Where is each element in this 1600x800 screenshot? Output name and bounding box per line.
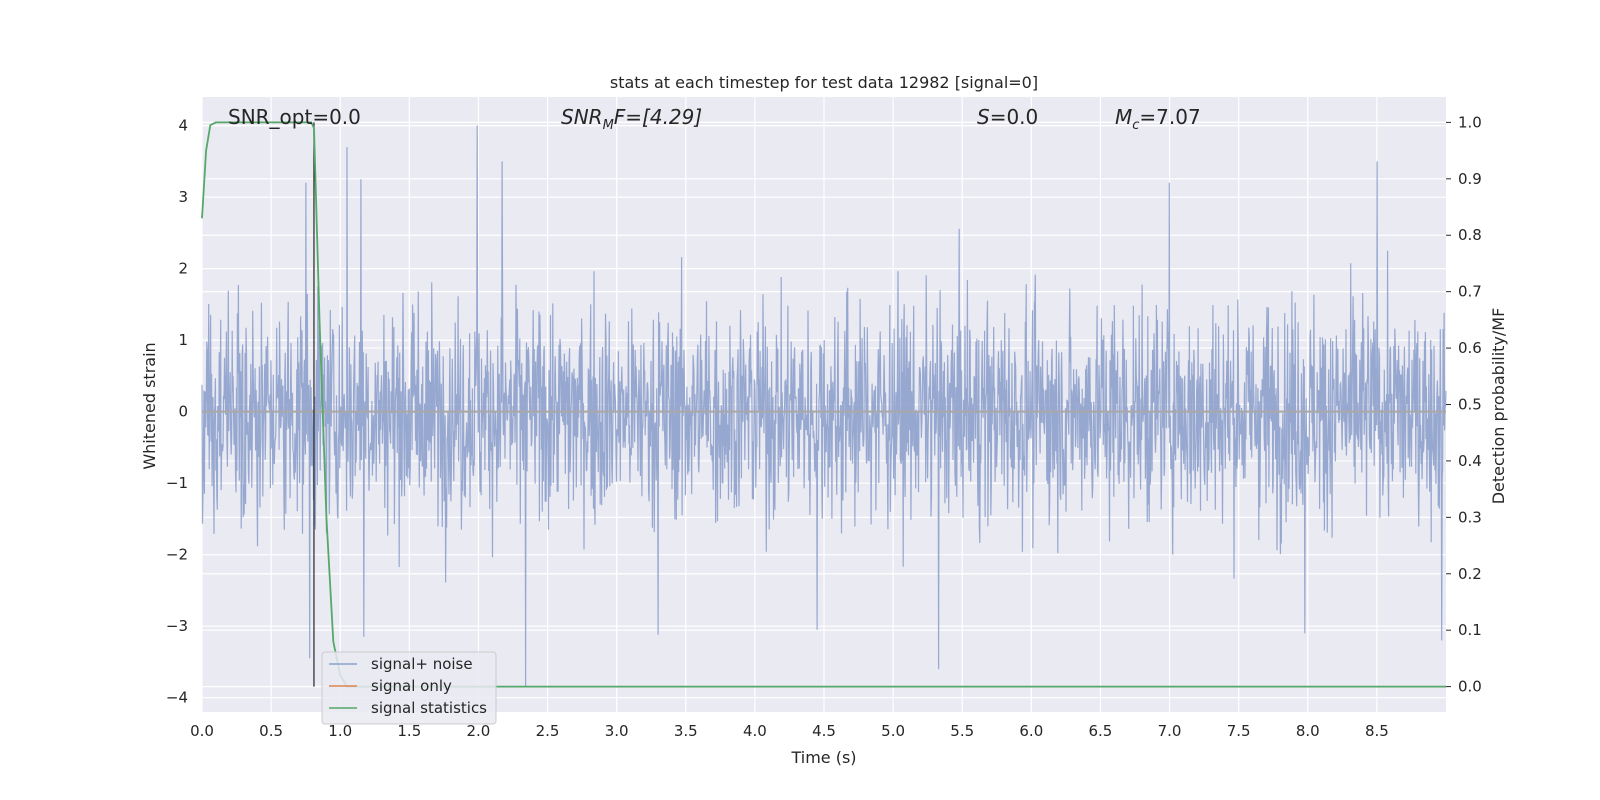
- annotation-mc-rest: =7.07: [1139, 105, 1200, 129]
- y-right-tick-label: 0.6: [1458, 339, 1482, 357]
- y-axis-label-right: Detection probability/MF: [1489, 308, 1508, 505]
- y-left-tick-label: −2: [166, 546, 188, 564]
- y-left-tick-label: 3: [178, 188, 188, 206]
- y-right-tick-label: 1.0: [1458, 113, 1482, 131]
- y-left-tick-label: 4: [178, 117, 188, 135]
- x-tick-label: 1.5: [397, 722, 421, 740]
- chart-title: stats at each timestep for test data 129…: [610, 73, 1038, 92]
- legend: signal+ noise signal only signal statist…: [321, 651, 497, 725]
- annotation-snr-mf-main: SNR: [561, 105, 603, 129]
- y-right-tick-label: 0.9: [1458, 170, 1482, 188]
- x-tick-label: 4.0: [743, 722, 767, 740]
- legend-box: [321, 651, 497, 725]
- y-right-tick-label: 0.4: [1458, 452, 1482, 470]
- annotation-snr-mf: SNRMF=[4.29]: [561, 105, 702, 133]
- annotation-mc-sub: c: [1132, 118, 1139, 133]
- x-tick-label: 1.0: [328, 722, 352, 740]
- y-left-tick-label: 2: [178, 260, 188, 278]
- x-tick-label: 8.5: [1365, 722, 1389, 740]
- x-tick-label: 7.5: [1227, 722, 1251, 740]
- annotation-s-main: S: [977, 105, 990, 129]
- x-tick-label: 2.5: [536, 722, 560, 740]
- y-right-tick-label: 0.8: [1458, 226, 1482, 244]
- x-tick-label: 5.5: [950, 722, 974, 740]
- y-right-tick-label: 0.0: [1458, 678, 1482, 696]
- y-left-tick-label: 0: [178, 403, 188, 421]
- series-signal-noise: [201, 125, 1447, 688]
- annotation-snr-opt: SNR_opt=0.0: [228, 105, 361, 129]
- y-left-tick-label: −3: [166, 617, 188, 635]
- y-right-tick-label: 0.3: [1458, 508, 1482, 526]
- x-tick-label: 5.0: [881, 722, 905, 740]
- tick-labels: 0.0 0.5 1.0 1.5 2.0 2.5 3.0 3.5 4.0 4.5 5.0 5.5 6.0 6…: [166, 113, 1482, 740]
- signal-noise-series: [201, 125, 1447, 688]
- x-tick-label: 2.0: [467, 722, 491, 740]
- annotation-mc: Mc=7.07: [1115, 105, 1201, 133]
- legend-label-signal-noise: signal+ noise: [371, 655, 473, 673]
- legend-label-signal-only: signal only: [371, 677, 452, 695]
- x-tick-label: 7.0: [1158, 722, 1182, 740]
- x-tick-label: 6.0: [1019, 722, 1043, 740]
- x-axis-label: Time (s): [790, 748, 856, 767]
- x-tick-label: 8.0: [1296, 722, 1320, 740]
- y-right-tick-label: 0.7: [1458, 283, 1482, 301]
- y-left-tick-label: 1: [178, 331, 188, 349]
- line-series: [201, 121, 1446, 688]
- x-tick-label: 4.5: [812, 722, 836, 740]
- x-tick-label: 0.0: [190, 722, 214, 740]
- y-right-tick-label: 0.5: [1458, 396, 1482, 414]
- x-tick-label: 3.0: [605, 722, 629, 740]
- y-left-tick-label: −4: [166, 689, 188, 707]
- x-tick-label: 0.5: [259, 722, 283, 740]
- x-tick-label: 3.5: [674, 722, 698, 740]
- annotation-s-rest: =0.0: [990, 105, 1039, 129]
- annotation-snr-mf-rest: F=[4.29]: [614, 105, 702, 129]
- y-right-tick-label: 0.2: [1458, 565, 1482, 583]
- annotation-mc-main: M: [1115, 105, 1132, 129]
- y-right-tick-label: 0.1: [1458, 621, 1482, 639]
- y-axis-label-left: Whitened strain: [140, 342, 159, 469]
- y-left-tick-label: −1: [166, 474, 188, 492]
- x-tick-label: 6.5: [1089, 722, 1113, 740]
- annotation-s: S=0.0: [977, 105, 1038, 129]
- annotation-snr-mf-sub: M: [603, 118, 614, 133]
- legend-label-signal-statistics: signal statistics: [371, 699, 487, 717]
